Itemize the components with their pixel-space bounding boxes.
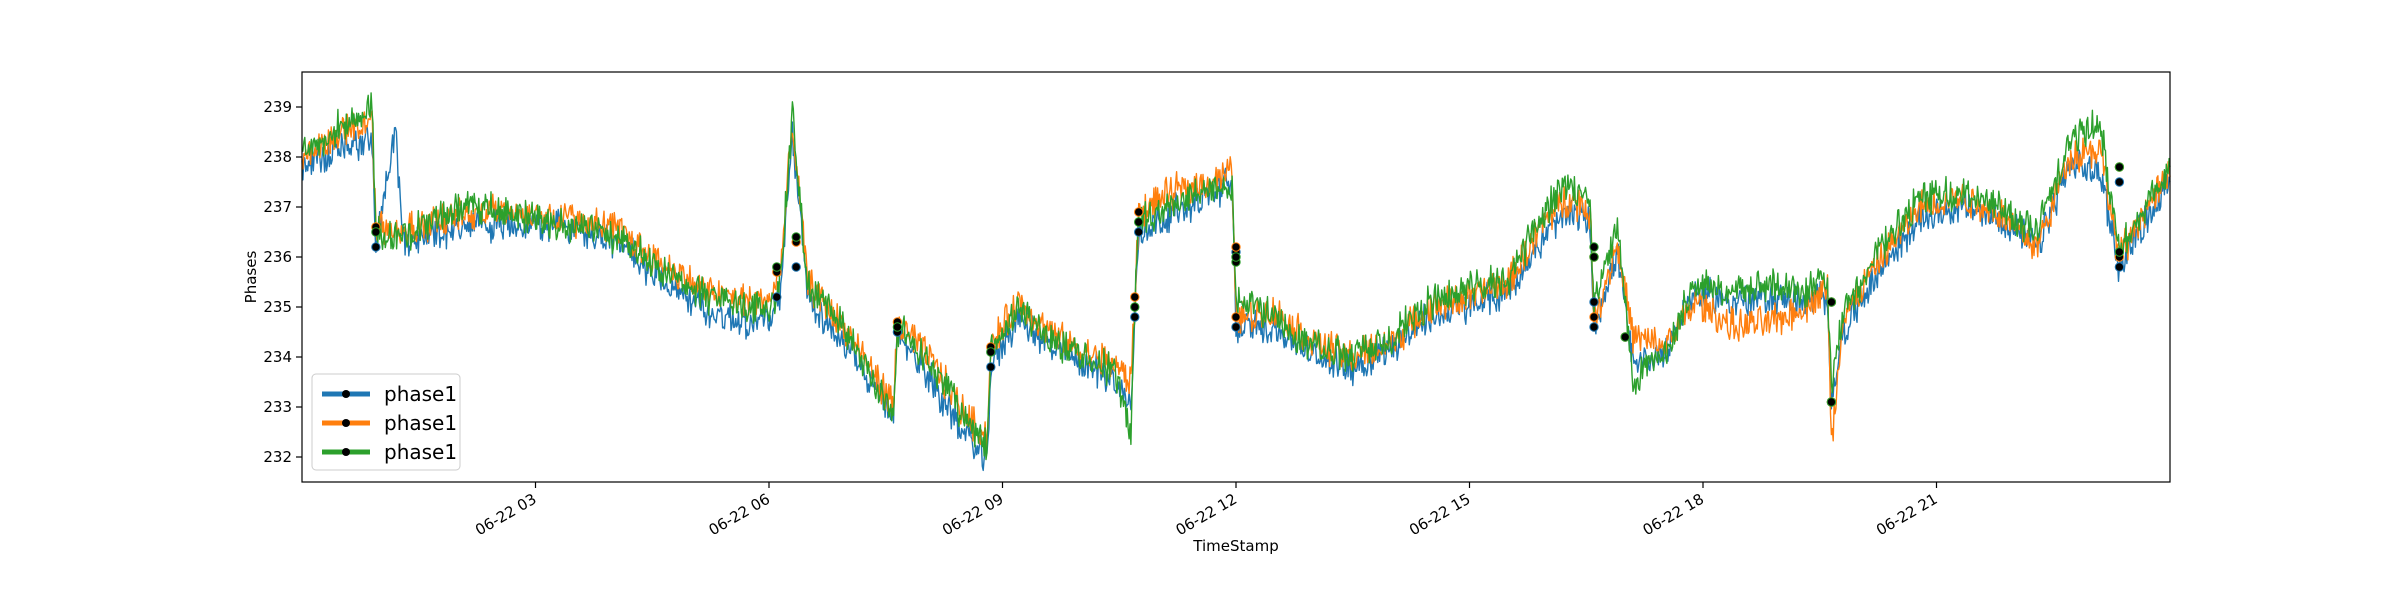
event-marker: [2114, 262, 2125, 272]
series-lines: [301, 92, 2171, 472]
series-line: [301, 92, 2171, 461]
x-axis-label: TimeStamp: [1192, 537, 1278, 555]
event-marker: [1589, 312, 1599, 322]
event-marker: [1231, 252, 1241, 262]
event-marker: [2114, 247, 2125, 257]
event-marker: [772, 292, 782, 302]
y-tick-label: 234: [263, 348, 292, 366]
event-marker: [1134, 207, 1144, 217]
event-marker: [1130, 292, 1140, 302]
event-marker: [371, 227, 381, 237]
y-tick-label: 235: [263, 298, 292, 316]
legend: phase1 phase1 phase1: [311, 373, 461, 471]
event-marker: [1231, 322, 1241, 332]
event-marker: [1589, 242, 1599, 252]
event-markers: [371, 162, 2125, 407]
legend-box: [311, 373, 461, 471]
y-axis-label: Phases: [242, 251, 260, 304]
event-marker: [1620, 332, 1630, 342]
legend-marker: [342, 419, 350, 427]
event-marker: [791, 262, 801, 272]
event-marker: [1589, 252, 1599, 262]
event-marker: [986, 362, 996, 372]
event-marker: [1231, 242, 1241, 252]
event-marker: [772, 262, 782, 272]
y-tick-label: 232: [263, 448, 292, 466]
event-marker: [2114, 177, 2125, 187]
event-marker: [1589, 322, 1599, 332]
y-tick-label: 233: [263, 398, 292, 416]
event-marker: [1134, 227, 1144, 237]
legend-label: phase1: [384, 411, 457, 435]
y-tick-label: 239: [263, 98, 292, 116]
event-marker: [892, 322, 903, 332]
legend-marker: [342, 448, 350, 456]
event-marker: [1130, 302, 1140, 312]
event-marker: [791, 232, 801, 242]
event-marker: [371, 242, 381, 252]
event-marker: [1130, 312, 1140, 322]
legend-label: phase1: [384, 382, 457, 406]
legend-marker: [342, 390, 350, 398]
y-tick-label: 238: [263, 148, 292, 166]
event-marker: [1826, 397, 1837, 407]
y-tick-label: 236: [263, 248, 292, 266]
event-marker: [1134, 217, 1144, 227]
event-marker: [1589, 297, 1599, 307]
y-axis: 232 233 234 235 236 237 238 239: [263, 98, 302, 466]
y-tick-label: 237: [263, 198, 292, 216]
legend-label: phase1: [384, 440, 457, 464]
event-marker: [2114, 162, 2125, 172]
event-marker: [1231, 312, 1241, 322]
event-marker: [986, 347, 996, 357]
event-marker: [1826, 297, 1837, 307]
